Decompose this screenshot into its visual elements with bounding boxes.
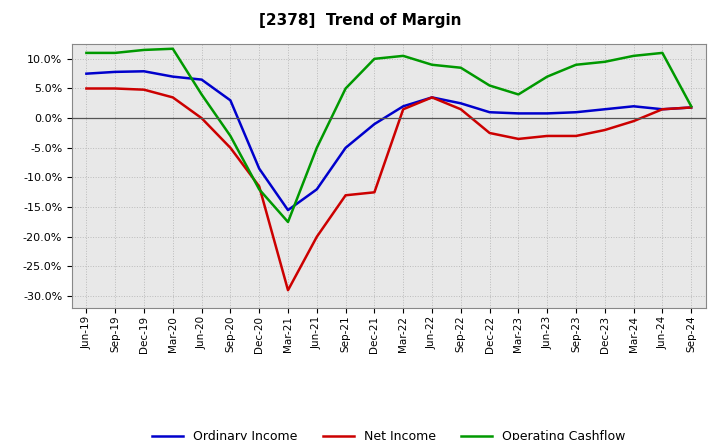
Ordinary Income (370, 121, 379, 127)
Net Income (111, 86, 120, 91)
Operating Cashflow (658, 50, 667, 55)
Operating Cashflow (485, 83, 494, 88)
Operating Cashflow (600, 59, 609, 64)
Line: Operating Cashflow: Operating Cashflow (86, 49, 691, 222)
Net Income (341, 193, 350, 198)
Operating Cashflow (140, 47, 148, 52)
Ordinary Income (514, 111, 523, 116)
Net Income (197, 116, 206, 121)
Net Income (370, 190, 379, 195)
Ordinary Income (140, 69, 148, 74)
Operating Cashflow (456, 65, 465, 70)
Operating Cashflow (111, 50, 120, 55)
Ordinary Income (456, 101, 465, 106)
Operating Cashflow (370, 56, 379, 62)
Net Income (514, 136, 523, 142)
Net Income (485, 130, 494, 136)
Ordinary Income (197, 77, 206, 82)
Ordinary Income (687, 105, 696, 110)
Operating Cashflow (168, 46, 177, 51)
Ordinary Income (543, 111, 552, 116)
Ordinary Income (658, 106, 667, 112)
Ordinary Income (600, 106, 609, 112)
Net Income (629, 118, 638, 124)
Net Income (284, 288, 292, 293)
Net Income (168, 95, 177, 100)
Operating Cashflow (572, 62, 580, 67)
Net Income (428, 95, 436, 100)
Net Income (312, 234, 321, 239)
Line: Ordinary Income: Ordinary Income (86, 71, 691, 210)
Text: [2378]  Trend of Margin: [2378] Trend of Margin (258, 13, 462, 28)
Net Income (658, 106, 667, 112)
Operating Cashflow (687, 104, 696, 109)
Operating Cashflow (543, 74, 552, 79)
Net Income (255, 184, 264, 189)
Operating Cashflow (226, 133, 235, 139)
Net Income (572, 133, 580, 139)
Ordinary Income (485, 110, 494, 115)
Legend: Ordinary Income, Net Income, Operating Cashflow: Ordinary Income, Net Income, Operating C… (147, 425, 631, 440)
Ordinary Income (312, 187, 321, 192)
Ordinary Income (399, 104, 408, 109)
Ordinary Income (629, 104, 638, 109)
Operating Cashflow (428, 62, 436, 67)
Operating Cashflow (341, 86, 350, 91)
Net Income (600, 128, 609, 133)
Net Income (226, 145, 235, 150)
Ordinary Income (82, 71, 91, 76)
Operating Cashflow (255, 187, 264, 192)
Operating Cashflow (82, 50, 91, 55)
Ordinary Income (284, 208, 292, 213)
Net Income (687, 105, 696, 110)
Ordinary Income (111, 69, 120, 74)
Ordinary Income (341, 145, 350, 150)
Operating Cashflow (284, 219, 292, 224)
Operating Cashflow (399, 53, 408, 59)
Operating Cashflow (197, 92, 206, 97)
Operating Cashflow (629, 53, 638, 59)
Ordinary Income (572, 110, 580, 115)
Ordinary Income (255, 166, 264, 171)
Ordinary Income (226, 98, 235, 103)
Net Income (399, 106, 408, 112)
Line: Net Income: Net Income (86, 88, 691, 290)
Net Income (140, 87, 148, 92)
Net Income (82, 86, 91, 91)
Ordinary Income (428, 95, 436, 100)
Operating Cashflow (312, 145, 321, 150)
Ordinary Income (168, 74, 177, 79)
Net Income (543, 133, 552, 139)
Net Income (456, 106, 465, 112)
Operating Cashflow (514, 92, 523, 97)
